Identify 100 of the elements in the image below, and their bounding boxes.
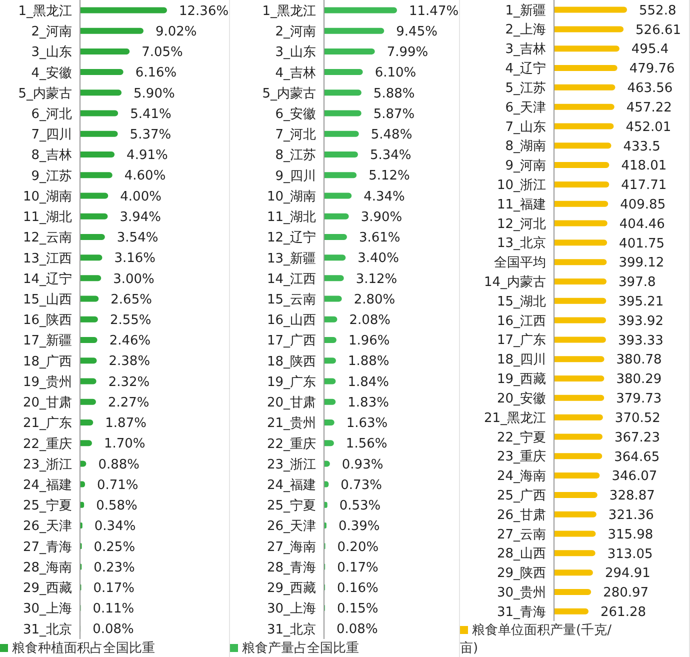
y-tick-label: 24_福建	[22, 478, 72, 494]
y-tick-label: 23_浙江	[266, 457, 316, 472]
data-label: 0.71%	[97, 478, 138, 493]
data-label: 0.17%	[337, 560, 378, 576]
y-tick-label: 24_福建	[266, 478, 316, 494]
y-tick-label: 8_湖南	[505, 139, 546, 154]
y-tick-label: 13_江西	[22, 251, 72, 266]
y-tick-label: 31_北京	[266, 622, 316, 638]
data-label: 1.88%	[348, 354, 390, 370]
data-label: 0.53%	[339, 498, 381, 514]
y-tick-label: 26_天津	[266, 519, 316, 534]
y-tick-label: 18_四川	[496, 352, 546, 368]
data-label: 1.56%	[346, 436, 388, 452]
y-tick-label: 20_甘肃	[22, 396, 72, 411]
data-label: 0.11%	[92, 602, 134, 617]
y-tick-label: 12_辽宁	[266, 230, 316, 246]
y-tick-label: 27_海南	[266, 540, 316, 555]
y-tick-label: 11_湖北	[22, 210, 72, 226]
data-label: 367.23	[614, 430, 660, 446]
data-label: 313.05	[607, 546, 653, 562]
y-tick-label: 19_西藏	[496, 372, 546, 388]
y-tick-label: 5_内蒙古	[262, 86, 316, 102]
y-tick-label: 26_天津	[22, 519, 72, 534]
y-tick-label: 16_陕西	[22, 313, 72, 328]
data-label: 397.8	[618, 275, 656, 290]
y-tick-label: 14_辽宁	[22, 270, 72, 287]
y-tick-label: 9_四川	[275, 168, 316, 184]
y-tick-label: 11_福建	[496, 197, 546, 212]
y-tick-label: 22_重庆	[266, 436, 316, 452]
y-tick-label: 4_安徽	[31, 64, 72, 81]
y-tick-label: 23_浙江	[22, 457, 72, 472]
data-label: 3.94%	[120, 210, 162, 225]
data-label: 2.38%	[108, 354, 150, 370]
y-tick-label: 28_山西	[496, 546, 546, 562]
data-label: 0.93%	[342, 457, 384, 472]
y-tick-label: 6_安徽	[275, 106, 316, 122]
y-tick-label: 29_西藏	[22, 581, 72, 596]
y-tick-label: 20_安徽	[496, 390, 546, 406]
legend-label: 粮食种植面积占全国比重	[12, 641, 155, 656]
data-label: 418.01	[621, 158, 667, 174]
y-tick-label: 17_新疆	[22, 334, 72, 349]
data-label: 6.10%	[374, 66, 416, 81]
data-label: 495.4	[631, 42, 669, 58]
y-tick-label: 22_宁夏	[496, 429, 546, 446]
data-label: 479.76	[629, 62, 675, 77]
data-label: 417.71	[621, 178, 667, 194]
data-label: 1.63%	[346, 416, 388, 432]
data-label: 294.91	[604, 566, 650, 582]
data-label: 5.88%	[373, 86, 415, 102]
data-label: 0.16%	[337, 580, 378, 596]
data-label: 1.96%	[348, 334, 390, 349]
y-tick-label: 3_吉林	[505, 42, 546, 58]
y-tick-label: 31_青海	[496, 604, 546, 620]
data-label: 463.56	[627, 81, 673, 96]
legend-label: 粮食单位面积产量(千克/亩)	[460, 623, 612, 656]
data-label: 328.87	[609, 488, 655, 504]
data-label: 280.97	[603, 586, 649, 601]
y-tick-label: 20_甘肃	[266, 396, 316, 411]
y-tick-label: 18_陕西	[266, 354, 316, 370]
data-label: 3.12%	[356, 272, 398, 287]
y-tick-label: 31_北京	[22, 622, 72, 638]
data-label: 2.46%	[109, 334, 151, 349]
data-label: 393.33	[618, 333, 664, 348]
data-label: 0.58%	[96, 498, 138, 514]
data-label: 395.21	[618, 294, 664, 310]
data-label: 370.52	[614, 410, 660, 426]
data-label: 12.36%	[179, 4, 229, 19]
y-tick-label: 10_浙江	[496, 178, 546, 193]
y-tick-label: 27_青海	[22, 540, 72, 555]
data-label: 5.87%	[373, 106, 415, 122]
y-tick-label: 30_上海	[266, 602, 316, 617]
y-tick-label: 14_江西	[266, 272, 316, 287]
data-label: 2.32%	[108, 374, 150, 390]
y-tick-label: 5_江苏	[505, 80, 546, 96]
y-tick-label: 1_新疆	[505, 3, 546, 18]
y-tick-label: 7_山东	[505, 120, 546, 135]
data-label: 0.08%	[92, 622, 134, 638]
y-tick-label: 5_内蒙古	[18, 86, 72, 102]
data-label: 9.45%	[396, 24, 438, 40]
data-label: 2.27%	[108, 395, 150, 410]
data-label: 526.61	[636, 22, 682, 38]
y-tick-label: 29_陕西	[496, 566, 546, 582]
data-label: 0.88%	[98, 457, 140, 472]
data-label: 552.8	[639, 3, 676, 18]
data-label: 5.12%	[368, 168, 410, 184]
y-tick-label: 14_内蒙古	[484, 275, 546, 290]
y-tick-label: 18_广西	[22, 354, 72, 370]
data-label: 399.12	[618, 256, 664, 271]
y-tick-label: 15_湖北	[496, 294, 546, 310]
data-label: 5.90%	[134, 86, 175, 102]
y-tick-label: 25_宁夏	[22, 498, 72, 514]
y-tick-label: 12_河北	[496, 216, 546, 232]
y-tick-label: 21_广东	[22, 416, 72, 432]
data-label: 0.23%	[94, 560, 135, 576]
y-tick-label: 22_重庆	[22, 436, 72, 452]
data-label: 0.15%	[336, 602, 378, 617]
data-label: 393.92	[618, 314, 664, 329]
y-tick-label: 27_云南	[496, 527, 546, 542]
data-label: 380.78	[616, 352, 662, 368]
y-tick-label: 13_新疆	[266, 251, 316, 266]
